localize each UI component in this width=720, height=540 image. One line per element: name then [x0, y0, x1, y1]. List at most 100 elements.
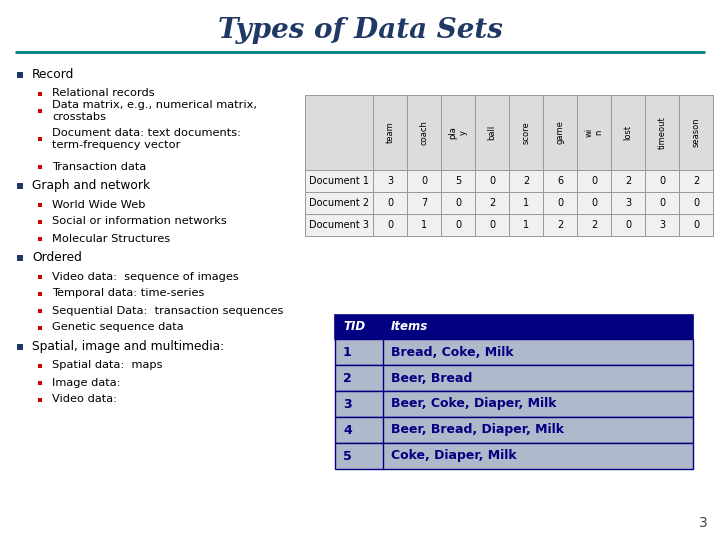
Text: 2: 2: [489, 198, 495, 208]
Bar: [373, 192, 407, 214]
Bar: [543, 95, 577, 170]
Text: season: season: [691, 118, 701, 147]
Text: Temporal data: time-series: Temporal data: time-series: [52, 288, 204, 299]
Text: 1: 1: [343, 346, 352, 359]
Bar: [679, 192, 713, 214]
Text: 3: 3: [625, 198, 631, 208]
Text: Beer, Coke, Diaper, Milk: Beer, Coke, Diaper, Milk: [391, 397, 557, 410]
Text: lost: lost: [624, 125, 632, 140]
Bar: [509, 170, 543, 192]
Text: 0: 0: [591, 176, 597, 186]
Text: 3: 3: [387, 176, 393, 186]
Bar: [577, 192, 611, 214]
Text: 5: 5: [343, 449, 352, 462]
Text: 0: 0: [455, 220, 461, 230]
Bar: [543, 214, 577, 236]
Text: 2: 2: [523, 176, 529, 186]
Text: World Wide Web: World Wide Web: [52, 199, 145, 210]
Text: Document 1: Document 1: [309, 176, 369, 186]
Text: Record: Record: [32, 68, 74, 81]
Text: 0: 0: [421, 176, 427, 186]
Text: ball: ball: [487, 125, 497, 140]
Bar: [475, 214, 509, 236]
Text: 2: 2: [343, 372, 352, 384]
Text: Image data:: Image data:: [52, 377, 120, 388]
Text: 1: 1: [523, 198, 529, 208]
Bar: [509, 192, 543, 214]
Text: Video data:: Video data:: [52, 395, 117, 404]
Text: 3: 3: [343, 397, 351, 410]
Bar: [679, 95, 713, 170]
Bar: [611, 95, 645, 170]
Text: 0: 0: [693, 198, 699, 208]
Text: 2: 2: [693, 176, 699, 186]
Text: 7: 7: [421, 198, 427, 208]
Text: Sequential Data:  transaction sequences: Sequential Data: transaction sequences: [52, 306, 284, 315]
Bar: [475, 95, 509, 170]
Text: Molecular Structures: Molecular Structures: [52, 233, 170, 244]
Text: TID: TID: [343, 321, 365, 334]
Text: score: score: [521, 121, 531, 144]
Text: Types of Data Sets: Types of Data Sets: [217, 17, 503, 44]
Bar: [577, 170, 611, 192]
Text: 0: 0: [591, 198, 597, 208]
Text: 0: 0: [489, 220, 495, 230]
Text: 1: 1: [523, 220, 529, 230]
Bar: [611, 214, 645, 236]
Text: Graph and network: Graph and network: [32, 179, 150, 192]
Text: coach: coach: [420, 120, 428, 145]
Bar: [509, 95, 543, 170]
Bar: [407, 214, 441, 236]
Bar: [407, 170, 441, 192]
Bar: [645, 95, 679, 170]
Text: game: game: [556, 120, 564, 144]
Bar: [611, 192, 645, 214]
Text: Document 3: Document 3: [309, 220, 369, 230]
Bar: [509, 214, 543, 236]
Bar: [441, 192, 475, 214]
Text: 5: 5: [455, 176, 461, 186]
Bar: [407, 95, 441, 170]
Bar: [373, 214, 407, 236]
Text: Document data: text documents:: Document data: text documents:: [52, 129, 241, 138]
Bar: [373, 170, 407, 192]
Bar: [335, 443, 693, 469]
Text: Beer, Bread, Diaper, Milk: Beer, Bread, Diaper, Milk: [391, 423, 564, 436]
Text: 3: 3: [699, 516, 708, 530]
Text: 0: 0: [625, 220, 631, 230]
Text: Bread, Coke, Milk: Bread, Coke, Milk: [391, 346, 513, 359]
Bar: [441, 95, 475, 170]
Text: Spatial, image and multimedia:: Spatial, image and multimedia:: [32, 340, 224, 353]
Text: term-frequency vector: term-frequency vector: [52, 139, 181, 150]
Bar: [305, 192, 373, 214]
Bar: [335, 417, 693, 443]
Bar: [407, 192, 441, 214]
Bar: [305, 95, 373, 170]
Text: Video data:  sequence of images: Video data: sequence of images: [52, 272, 239, 281]
Text: 0: 0: [387, 198, 393, 208]
Text: 2: 2: [557, 220, 563, 230]
Text: Transaction data: Transaction data: [52, 161, 146, 172]
Bar: [335, 391, 693, 417]
Bar: [679, 170, 713, 192]
Bar: [475, 192, 509, 214]
Bar: [543, 192, 577, 214]
Text: 0: 0: [455, 198, 461, 208]
Text: 1: 1: [421, 220, 427, 230]
Bar: [543, 170, 577, 192]
Bar: [611, 170, 645, 192]
Text: 2: 2: [591, 220, 597, 230]
Bar: [441, 170, 475, 192]
Text: 4: 4: [343, 423, 352, 436]
Bar: [335, 365, 693, 391]
Bar: [335, 339, 693, 365]
Bar: [645, 192, 679, 214]
Bar: [305, 170, 373, 192]
Bar: [645, 214, 679, 236]
Bar: [645, 170, 679, 192]
Text: 0: 0: [659, 198, 665, 208]
Bar: [577, 95, 611, 170]
Bar: [335, 315, 693, 339]
Bar: [441, 214, 475, 236]
Text: 0: 0: [557, 198, 563, 208]
